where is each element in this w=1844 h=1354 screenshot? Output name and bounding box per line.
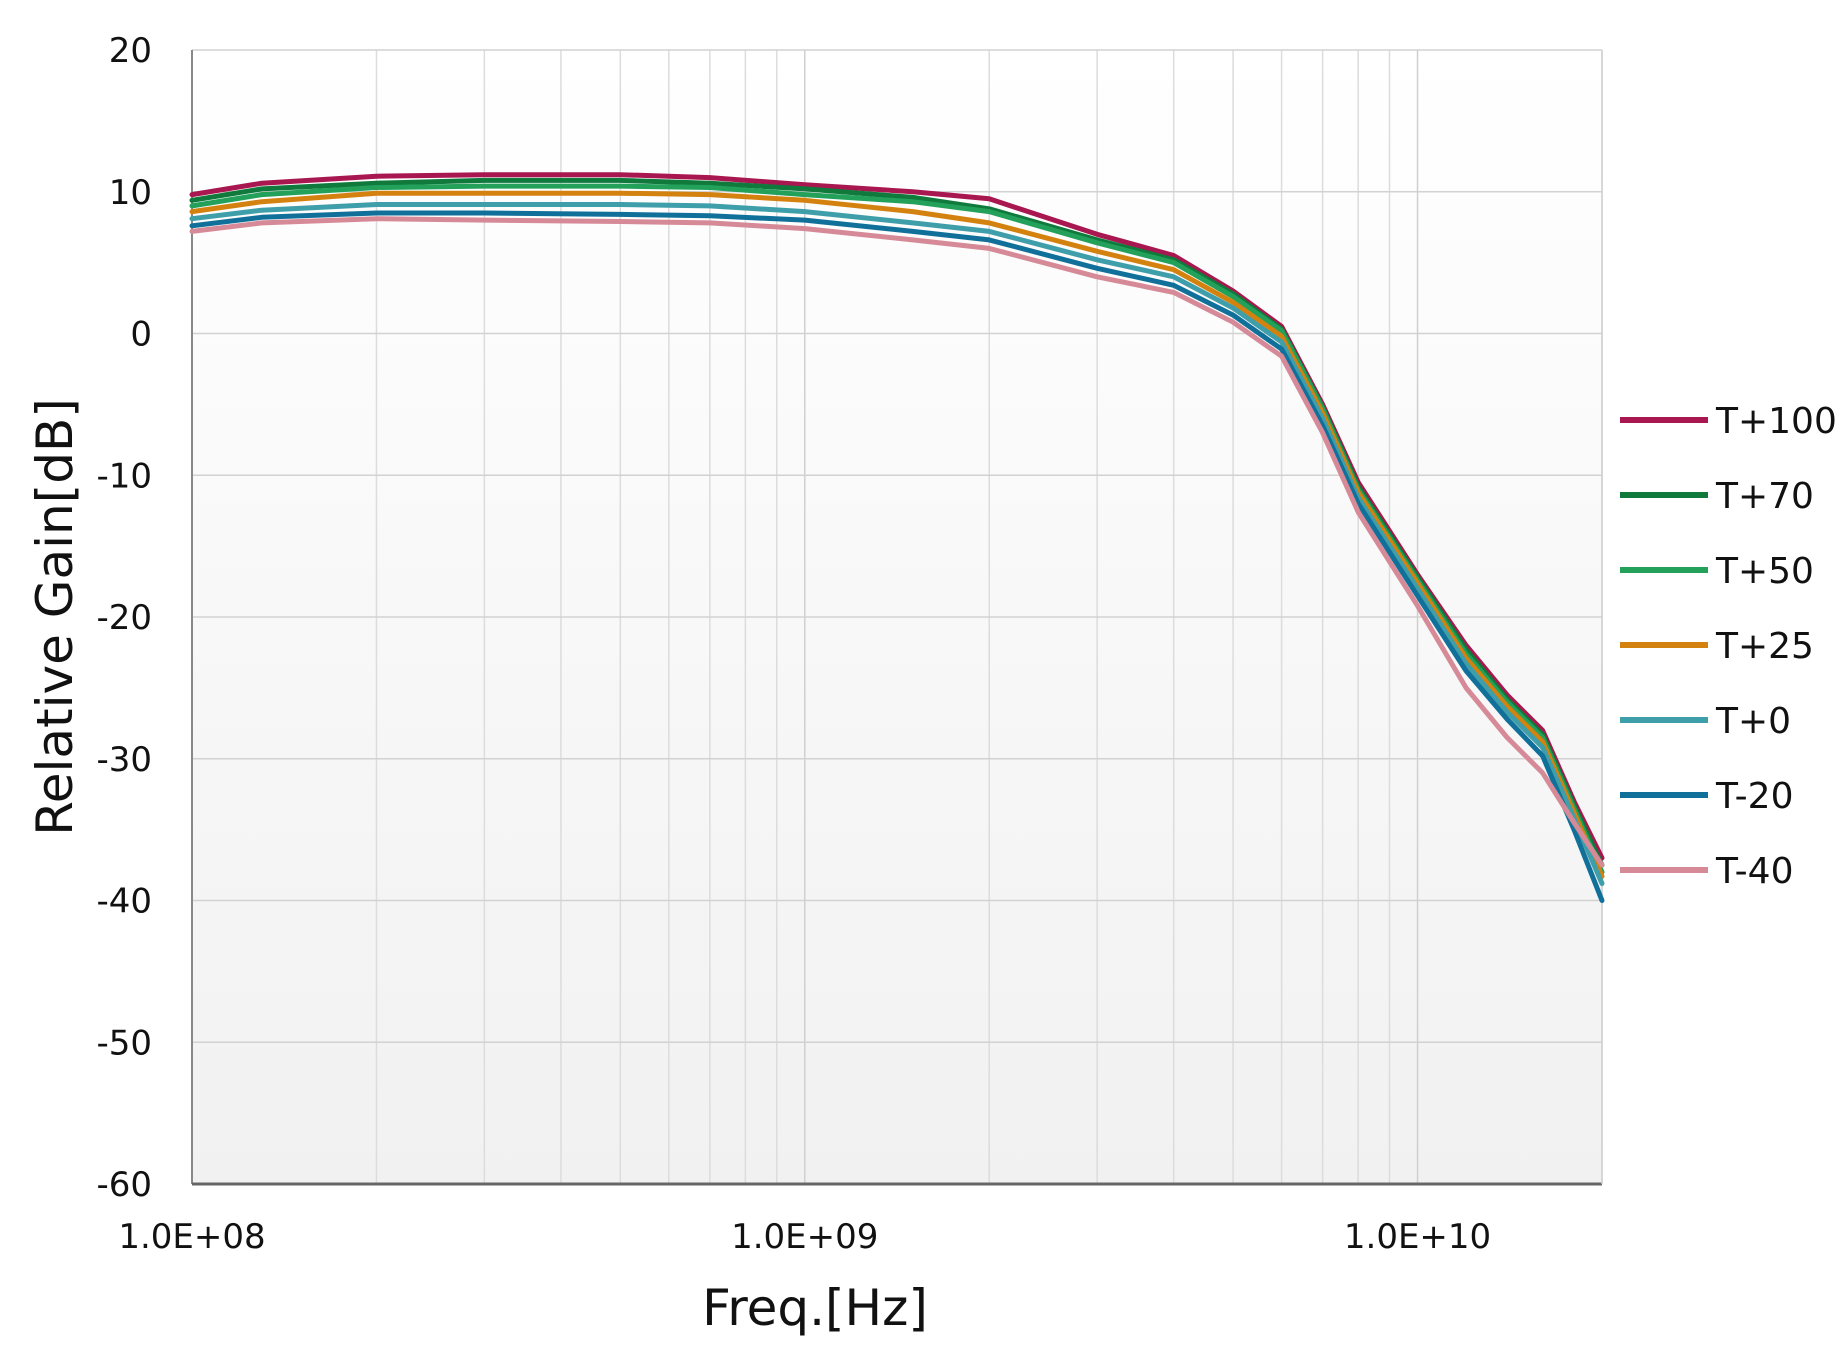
x-tick-label: 1.0E+09 <box>731 1217 878 1257</box>
legend-label: T+50 <box>1715 551 1814 592</box>
y-tick-labels: 20 10 0 -10 -20 -30 -40 -50 -60 <box>96 31 152 1205</box>
series-line <box>189 172 1605 861</box>
series-line <box>189 202 1605 886</box>
legend-label: T+70 <box>1715 476 1814 517</box>
legend-label: T+0 <box>1715 701 1791 742</box>
series-line <box>189 210 1605 903</box>
x-tick-labels: 1.0E+08 1.0E+09 1.0E+10 <box>118 1217 1491 1257</box>
y-tick-label: 10 <box>109 173 152 213</box>
y-tick-label: -20 <box>96 598 152 638</box>
y-tick-label: -30 <box>96 740 152 780</box>
y-tick-label: 20 <box>109 31 152 71</box>
legend-label: T+100 <box>1715 401 1837 442</box>
axes <box>191 50 1603 1186</box>
y-axis-title: Relative Gain[dB] <box>26 398 84 836</box>
y-tick-label: -10 <box>96 456 152 496</box>
series-line <box>189 216 1605 868</box>
series-line <box>189 183 1605 875</box>
legend-label: T-20 <box>1715 776 1793 817</box>
legend-label: T-40 <box>1715 851 1793 892</box>
x-tick-label: 1.0E+10 <box>1344 1217 1491 1257</box>
legend: T+100 T+70 T+50 T+25 T+0 T-20 T-40 <box>1620 401 1837 892</box>
y-tick-label: -60 <box>96 1165 152 1205</box>
y-tick-label: 0 <box>130 315 152 355</box>
series-line <box>189 190 1605 879</box>
series-lines <box>189 172 1605 903</box>
x-tick-label: 1.0E+08 <box>118 1217 265 1257</box>
legend-label: T+25 <box>1715 626 1814 667</box>
y-tick-label: -50 <box>96 1023 152 1063</box>
x-axis-title: Freq.[Hz] <box>702 1279 928 1337</box>
y-tick-label: -40 <box>96 882 152 922</box>
